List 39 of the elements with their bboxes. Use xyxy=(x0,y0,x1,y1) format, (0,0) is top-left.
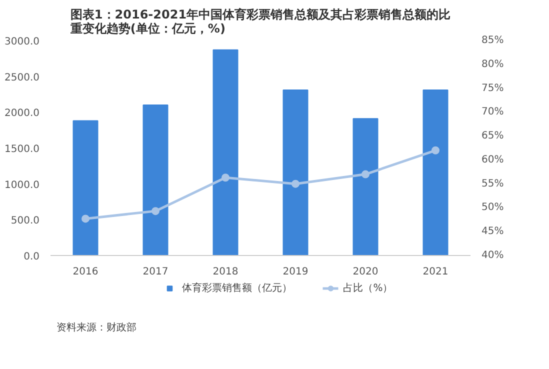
x-tick-label: 2017 xyxy=(142,266,168,278)
bar xyxy=(142,104,168,256)
y2-tick-label: 40% xyxy=(482,250,504,261)
bar xyxy=(72,120,98,256)
point xyxy=(152,207,160,216)
x-tick-label: 2021 xyxy=(422,266,448,278)
x-tick-label: 2020 xyxy=(352,266,378,278)
y-tick-label: 0.0 xyxy=(24,252,40,262)
x-tick-label: 2018 xyxy=(212,266,238,278)
point xyxy=(82,214,90,223)
y2-tick-label: 65% xyxy=(482,130,504,142)
x-tick-label: 2016 xyxy=(72,266,98,278)
point xyxy=(292,180,300,188)
chart-title: 图表1：2016-2021年中国体育彩票销售总额及其占彩票销售总额的比重变化趋势(单位：亿元，%) xyxy=(69,8,451,36)
y2-tick-label: 45% xyxy=(482,226,504,238)
y2-tick-label: 80% xyxy=(482,58,504,70)
point xyxy=(222,174,230,182)
legend-label: 体育彩票销售额（亿元） xyxy=(182,282,292,295)
y2-tick-label: 55% xyxy=(482,178,504,190)
y2-tick-label: 85% xyxy=(482,35,504,46)
bar xyxy=(212,49,238,256)
bar xyxy=(422,89,448,256)
point xyxy=(362,170,370,178)
y2-tick-label: 75% xyxy=(482,82,504,94)
y2-tick-label: 60% xyxy=(482,154,504,166)
y2-tick-label: 50% xyxy=(482,202,504,214)
legend-label: 占比（%） xyxy=(343,282,393,295)
text: 资料来源：财政部 xyxy=(56,322,136,334)
y-tick-label: 3000.0 xyxy=(4,36,40,48)
y2-tick-label: 70% xyxy=(482,106,504,118)
y-tick-label: 2000.0 xyxy=(4,108,40,120)
x-tick-label: 2019 xyxy=(282,266,308,278)
y-tick-label: 2500.0 xyxy=(4,72,40,84)
point xyxy=(432,146,440,154)
y-tick-label: 500.0 xyxy=(10,216,40,227)
y-tick-label: 1000.0 xyxy=(4,180,40,191)
bar xyxy=(352,118,378,256)
y-tick-label: 1500.0 xyxy=(4,144,40,155)
bar xyxy=(282,89,308,256)
